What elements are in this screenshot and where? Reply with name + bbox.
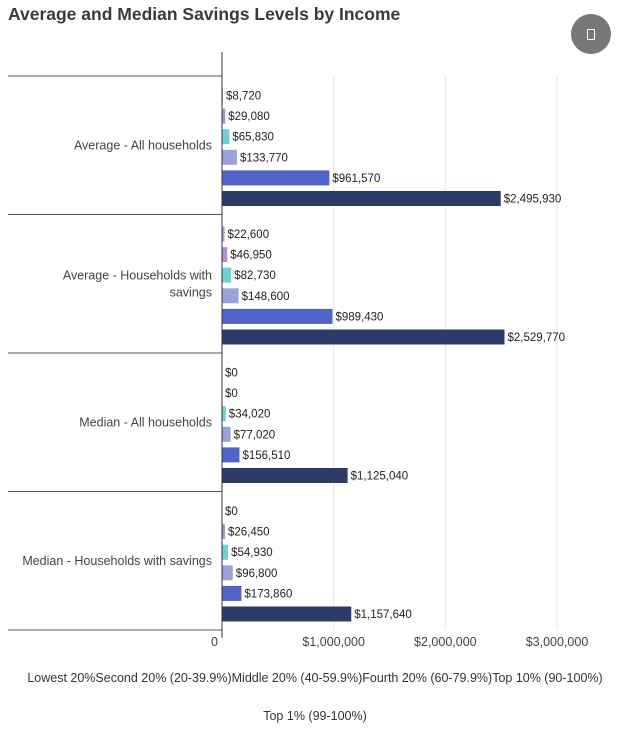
bar <box>222 267 232 283</box>
chart-menu-button[interactable] <box>571 14 611 54</box>
data-label: $22,600 <box>228 229 270 241</box>
data-label: $156,510 <box>242 450 290 462</box>
legend-row: Top 1% (99-100%) <box>0 709 630 725</box>
data-label: $82,730 <box>234 270 276 282</box>
bar <box>222 129 230 145</box>
category-label: savings <box>170 285 212 299</box>
x-tick-label: 0 <box>211 635 218 649</box>
bar <box>222 585 242 601</box>
legend-item[interactable]: Top 10% (90-100%) <box>492 671 603 685</box>
bar <box>222 406 226 422</box>
bar <box>222 149 237 165</box>
category-label: Average - Households with <box>63 268 212 282</box>
legend-row: Lowest 20% Second 20% (20-39.9%) Middle 20… <box>0 671 630 687</box>
x-tick-label: $1,000,000 <box>302 635 365 649</box>
legend-item[interactable]: Fourth 20% (60-79.9%) <box>362 671 493 685</box>
bar <box>222 308 333 324</box>
data-label: $0 <box>225 388 238 400</box>
bar <box>222 247 228 263</box>
data-label: $8,720 <box>226 91 261 103</box>
legend-item[interactable]: Lowest 20% <box>27 671 96 685</box>
data-label: $1,125,040 <box>351 471 409 483</box>
bar <box>222 329 505 345</box>
data-label: $46,950 <box>230 250 272 262</box>
legend-item[interactable]: Second 20% (20-39.9%) <box>95 671 232 685</box>
bar <box>222 108 226 124</box>
legend-item[interactable]: Middle 20% (40-59.9%) <box>231 671 363 685</box>
category-label: Average - All households <box>74 138 212 152</box>
bar <box>222 226 225 242</box>
bar <box>222 565 233 581</box>
data-label: $65,830 <box>232 132 274 144</box>
data-label: $26,450 <box>228 527 270 539</box>
data-label: $96,800 <box>236 568 278 580</box>
data-label: $34,020 <box>229 409 271 421</box>
bar <box>222 524 225 540</box>
bar <box>222 468 348 483</box>
bar <box>222 544 229 560</box>
data-label: $54,930 <box>231 547 273 559</box>
category-label: Median - Households with savings <box>22 554 212 568</box>
data-label: $1,157,640 <box>354 609 412 621</box>
x-tick-label: $3,000,000 <box>526 635 589 649</box>
data-label: $961,570 <box>332 173 380 185</box>
x-tick-label: $2,000,000 <box>414 635 477 649</box>
legend-item[interactable]: Top 1% (99-100%) <box>263 709 367 723</box>
data-label: $148,600 <box>242 291 290 303</box>
chart-svg: Average - All households Average - Househ… <box>8 52 589 649</box>
bar <box>222 191 501 206</box>
menu-icon <box>587 28 595 40</box>
category-label: Median - All households <box>79 415 212 429</box>
data-label: $2,529,770 <box>507 332 565 344</box>
bar <box>222 447 240 463</box>
data-label: $989,430 <box>335 311 383 323</box>
bar <box>222 426 231 442</box>
data-label: $2,495,930 <box>504 194 562 206</box>
data-label: $29,080 <box>228 111 270 123</box>
data-label: $173,860 <box>244 588 292 600</box>
data-label: $77,020 <box>234 429 276 441</box>
bar <box>222 288 239 304</box>
chart-title: Average and Median Savings Levels by Inc… <box>8 4 401 24</box>
data-label: $133,770 <box>240 152 288 164</box>
data-label: $0 <box>225 506 238 518</box>
bar <box>222 606 352 622</box>
bar <box>222 170 330 186</box>
data-label: $0 <box>225 368 238 380</box>
chart-legend: Lowest 20% Second 20% (20-39.9%) Middle 20… <box>0 671 630 747</box>
